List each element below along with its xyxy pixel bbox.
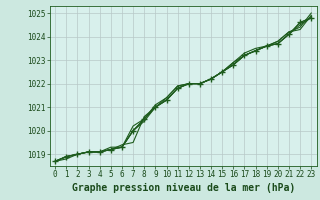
X-axis label: Graphe pression niveau de la mer (hPa): Graphe pression niveau de la mer (hPa) xyxy=(72,183,295,193)
